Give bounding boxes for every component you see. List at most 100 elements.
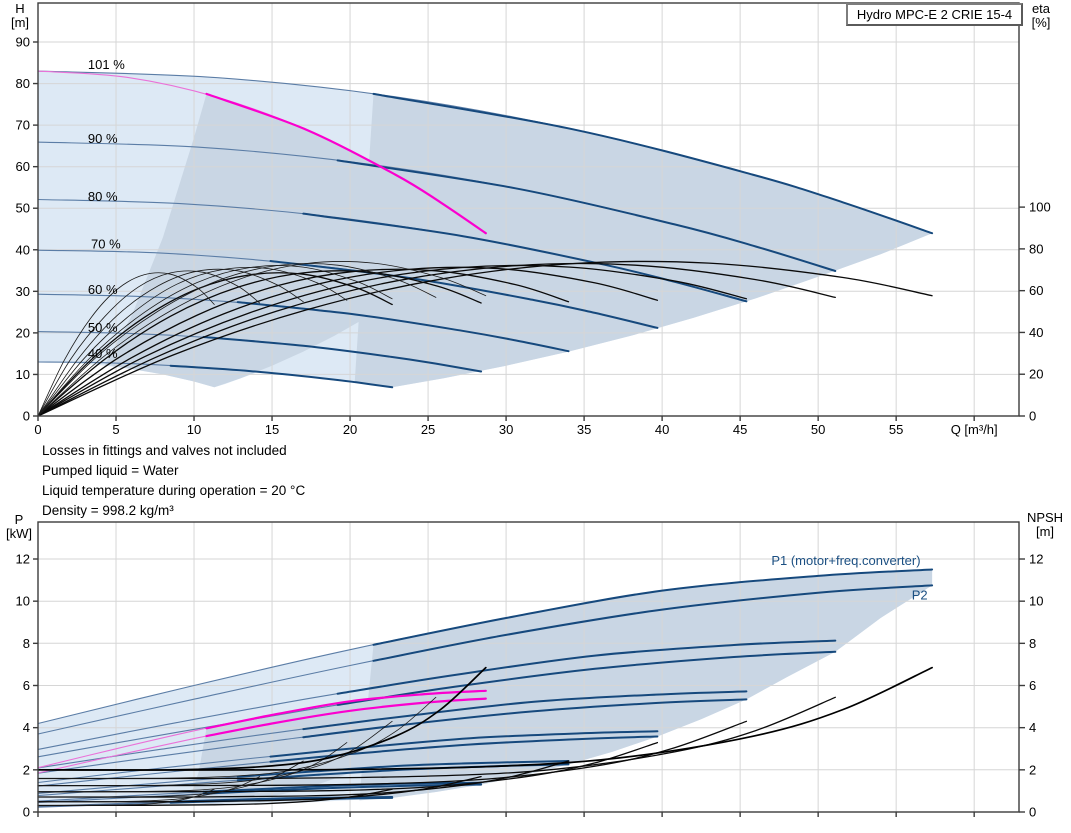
npsh-40pct-1p-curve bbox=[37, 788, 215, 806]
h-tick-label: 10 bbox=[16, 367, 30, 382]
p1-50pct-2p-duty-curve bbox=[202, 781, 483, 793]
h-tick-label: 70 bbox=[16, 118, 30, 133]
eta-tick-label: 0 bbox=[1029, 409, 1036, 424]
eta-tick-label: 60 bbox=[1029, 283, 1043, 298]
p-axis-unit: [kW] bbox=[6, 526, 32, 541]
npsh-tick-label: 12 bbox=[1029, 552, 1043, 567]
h-axis-unit: [m] bbox=[10, 15, 30, 30]
q-tick-label: 10 bbox=[187, 422, 201, 437]
p2-90pct-2p-duty-curve bbox=[336, 650, 837, 706]
note-density: Density = 998.2 kg/m³ bbox=[42, 503, 174, 518]
h-axis-label: H [m] bbox=[4, 2, 36, 30]
hq-chart: 0 10 20 30 40 50 60 70 80 90 0 20 40 60 80 100 0 5 10 15 20 2… bbox=[16, 2, 1051, 437]
hq-chart-frame bbox=[37, 2, 1020, 417]
eta-axis-unit: [%] bbox=[1031, 15, 1051, 30]
npsh-tick-label: 4 bbox=[1029, 720, 1036, 735]
npsh-60pct-1p-curve bbox=[37, 760, 304, 798]
eta-70pct-2p-curve bbox=[37, 266, 659, 417]
note-liquid: Pumped liquid = Water bbox=[42, 463, 179, 478]
eta-50pct-2p-curve bbox=[37, 270, 482, 417]
note-temperature: Liquid temperature during operation = 20… bbox=[42, 483, 306, 498]
speed-label: 70 % bbox=[91, 236, 121, 251]
h-tick-label: 0 bbox=[23, 409, 30, 424]
power-chart-tick-labels: 0 2 4 6 8 10 12 0 2 4 6 8 10 12 bbox=[16, 552, 1044, 820]
eta-tick-label: 100 bbox=[1029, 200, 1051, 215]
q-tick-label: 15 bbox=[265, 422, 279, 437]
hq-50pct-2p-duty-curve bbox=[202, 336, 483, 373]
p-tick-label: 6 bbox=[23, 678, 30, 693]
p1-101pct-1p-highlight-curve bbox=[205, 689, 487, 730]
p1-90pct-2p-duty-curve bbox=[336, 639, 837, 695]
eta-101pct-1p-curve bbox=[37, 261, 487, 417]
npsh-axis-unit: [m] bbox=[1035, 524, 1055, 539]
hq-101pct-1p-highlight-curve bbox=[205, 92, 487, 235]
h-tick-label: 60 bbox=[16, 159, 30, 174]
eta-axis-symbol: eta bbox=[1031, 1, 1051, 16]
hq-60pct-2p-duty-curve bbox=[236, 301, 570, 353]
npsh-tick-label: 0 bbox=[1029, 805, 1036, 820]
speed-label: 40 % bbox=[88, 346, 118, 361]
npsh-70pct-2p-curve bbox=[37, 741, 659, 793]
npsh-101pct-1p-curve bbox=[37, 666, 487, 771]
eta-90pct-1p-curve bbox=[37, 263, 437, 417]
eta-80pct-1p-curve bbox=[37, 265, 393, 417]
p-tick-label: 0 bbox=[23, 805, 30, 820]
eta-50pct-1p-curve bbox=[37, 270, 260, 417]
p2-70pct-2p-duty-curve bbox=[269, 735, 659, 763]
p2-curve-label: P2 bbox=[912, 588, 928, 603]
p1-40pct-2p-duty-curve bbox=[169, 796, 394, 803]
h-tick-label: 90 bbox=[16, 34, 30, 49]
hq-90pct-2p-duty-curve bbox=[336, 159, 837, 272]
p-axis-label: P [kW] bbox=[3, 513, 35, 541]
eta-tick-label: 20 bbox=[1029, 367, 1043, 382]
hq-70pct-2p-duty-curve bbox=[269, 260, 659, 329]
eta-60pct-1p-curve bbox=[37, 268, 304, 417]
p-tick-label: 10 bbox=[16, 594, 30, 609]
h-tick-label: 30 bbox=[16, 284, 30, 299]
npsh-tick-label: 6 bbox=[1029, 678, 1036, 693]
npsh-50pct-1p-curve bbox=[37, 776, 260, 803]
h-tick-label: 20 bbox=[16, 325, 30, 340]
p1-80pct-2p-duty-curve bbox=[302, 690, 748, 731]
npsh-90pct-2p-curve bbox=[37, 696, 836, 780]
eta-40pct-2p-curve bbox=[37, 272, 393, 417]
power-chart: 0 2 4 6 8 10 12 0 2 4 6 8 10 12 P1 (motor+freq.convert… bbox=[16, 521, 1044, 820]
p-tick-label: 12 bbox=[16, 552, 30, 567]
hq-101pct-2p-duty-curve bbox=[372, 92, 934, 235]
speed-label: 80 % bbox=[88, 189, 118, 204]
eta-101pct-2p-curve bbox=[37, 260, 933, 417]
p-tick-label: 8 bbox=[23, 636, 30, 651]
npsh-40pct-2p-curve bbox=[37, 788, 393, 807]
hq-chart-ticks bbox=[33, 41, 1025, 421]
duty-area-2pump-area bbox=[354, 93, 933, 388]
eta-axis-label: eta [%] bbox=[1023, 2, 1059, 30]
power-chart-ticks bbox=[33, 558, 1025, 817]
eta-40pct-1p-curve bbox=[37, 272, 215, 417]
eta-tick-label: 40 bbox=[1029, 325, 1043, 340]
q-tick-label: 50 bbox=[811, 422, 825, 437]
speed-label: 90 % bbox=[88, 131, 118, 146]
npsh-axis-label: NPSH [m] bbox=[1022, 511, 1068, 539]
q-tick-label: 20 bbox=[343, 422, 357, 437]
npsh-60pct-2p-curve bbox=[37, 760, 570, 798]
hq-80pct-2p-duty-curve bbox=[302, 212, 748, 303]
q-tick-label: 35 bbox=[577, 422, 591, 437]
p2-101pct-2p-duty-curve bbox=[372, 584, 934, 662]
q-tick-label: 25 bbox=[421, 422, 435, 437]
npsh-axis-symbol: NPSH bbox=[1026, 510, 1064, 525]
p-tick-label: 4 bbox=[23, 720, 30, 735]
p1-70pct-2p-duty-curve bbox=[269, 730, 659, 758]
p2-80pct-2p-duty-curve bbox=[302, 698, 748, 739]
h-tick-label: 80 bbox=[16, 76, 30, 91]
q-axis-unit-label: Q [m³/h] bbox=[951, 422, 998, 437]
npsh-tick-label: 8 bbox=[1029, 636, 1036, 651]
q-tick-label: 40 bbox=[655, 422, 669, 437]
hq-40pct-2p-duty-curve bbox=[169, 364, 394, 389]
speed-label: 50 % bbox=[88, 320, 118, 335]
q-tick-label: 5 bbox=[112, 422, 119, 437]
q-tick-label: 30 bbox=[499, 422, 513, 437]
h-tick-label: 40 bbox=[16, 242, 30, 257]
chart-title-box: Hydro MPC-E 2 CRIE 15-4 bbox=[846, 3, 1023, 26]
